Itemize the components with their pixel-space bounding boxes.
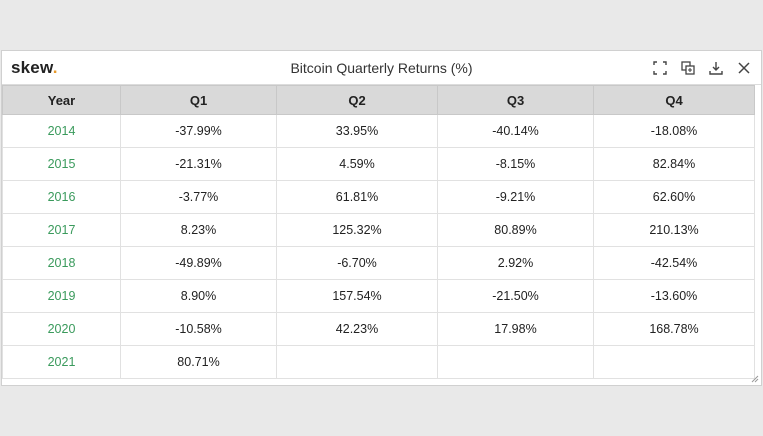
year-cell: 2021	[2, 345, 121, 379]
q2-cell: -6.70%	[276, 246, 438, 280]
q1-cell: -37.99%	[120, 114, 277, 148]
q3-cell: 80.89%	[437, 213, 594, 247]
q4-cell: -42.54%	[593, 246, 755, 280]
q1-cell: -49.89%	[120, 246, 277, 280]
year-cell: 2018	[2, 246, 121, 280]
table-row: 2021 80.71%	[2, 345, 755, 379]
q4-cell: -13.60%	[593, 279, 755, 313]
table-row: 2016 -3.77% 61.81% -9.21% 62.60%	[2, 180, 755, 214]
q3-cell	[437, 345, 594, 379]
year-cell: 2020	[2, 312, 121, 346]
table-row: 2019 8.90% 157.54% -21.50% -13.60%	[2, 279, 755, 313]
q3-cell: -21.50%	[437, 279, 594, 313]
q1-cell: -3.77%	[120, 180, 277, 214]
year-cell: 2015	[2, 147, 121, 181]
q1-cell: 80.71%	[120, 345, 277, 379]
q4-cell: 82.84%	[593, 147, 755, 181]
column-header-q2[interactable]: Q2	[276, 85, 438, 115]
column-header-q1[interactable]: Q1	[120, 85, 277, 115]
table-row: 2018 -49.89% -6.70% 2.92% -42.54%	[2, 246, 755, 280]
returns-table: Year Q1 Q2 Q3 Q4 2014 -37.99% 33.95% -40…	[2, 85, 755, 379]
year-cell: 2019	[2, 279, 121, 313]
q1-cell: -21.31%	[120, 147, 277, 181]
widget-titlebar: skew. Bitcoin Quarterly Returns (%)	[2, 51, 761, 85]
q3-cell: 17.98%	[437, 312, 594, 346]
q2-cell	[276, 345, 438, 379]
q2-cell: 4.59%	[276, 147, 438, 181]
q2-cell: 157.54%	[276, 279, 438, 313]
q4-cell: 62.60%	[593, 180, 755, 214]
fullscreen-icon[interactable]	[651, 59, 669, 77]
q4-cell	[593, 345, 755, 379]
q3-cell: -8.15%	[437, 147, 594, 181]
q4-cell: 210.13%	[593, 213, 755, 247]
close-icon[interactable]	[735, 59, 753, 77]
year-cell: 2016	[2, 180, 121, 214]
column-header-q3[interactable]: Q3	[437, 85, 594, 115]
q3-cell: 2.92%	[437, 246, 594, 280]
q1-cell: 8.90%	[120, 279, 277, 313]
copy-icon[interactable]	[679, 59, 697, 77]
q2-cell: 125.32%	[276, 213, 438, 247]
q2-cell: 42.23%	[276, 312, 438, 346]
q4-cell: -18.08%	[593, 114, 755, 148]
q2-cell: 61.81%	[276, 180, 438, 214]
table-row: 2014 -37.99% 33.95% -40.14% -18.08%	[2, 114, 755, 148]
skew-logo: skew.	[11, 58, 58, 77]
widget-toolbar	[651, 59, 753, 77]
q2-cell: 33.95%	[276, 114, 438, 148]
year-cell: 2014	[2, 114, 121, 148]
column-header-year[interactable]: Year	[2, 85, 121, 115]
q3-cell: -9.21%	[437, 180, 594, 214]
year-cell: 2017	[2, 213, 121, 247]
q3-cell: -40.14%	[437, 114, 594, 148]
table-row: 2020 -10.58% 42.23% 17.98% 168.78%	[2, 312, 755, 346]
q4-cell: 168.78%	[593, 312, 755, 346]
q1-cell: -10.58%	[120, 312, 277, 346]
table-row: 2015 -21.31% 4.59% -8.15% 82.84%	[2, 147, 755, 181]
column-header-q4[interactable]: Q4	[593, 85, 755, 115]
q1-cell: 8.23%	[120, 213, 277, 247]
table-header-row: Year Q1 Q2 Q3 Q4	[2, 85, 755, 115]
download-icon[interactable]	[707, 59, 725, 77]
widget-title: Bitcoin Quarterly Returns (%)	[290, 60, 473, 76]
returns-widget: skew. Bitcoin Quarterly Returns (%) Year…	[1, 50, 762, 386]
resize-handle-icon[interactable]	[751, 375, 759, 383]
table-row: 2017 8.23% 125.32% 80.89% 210.13%	[2, 213, 755, 247]
